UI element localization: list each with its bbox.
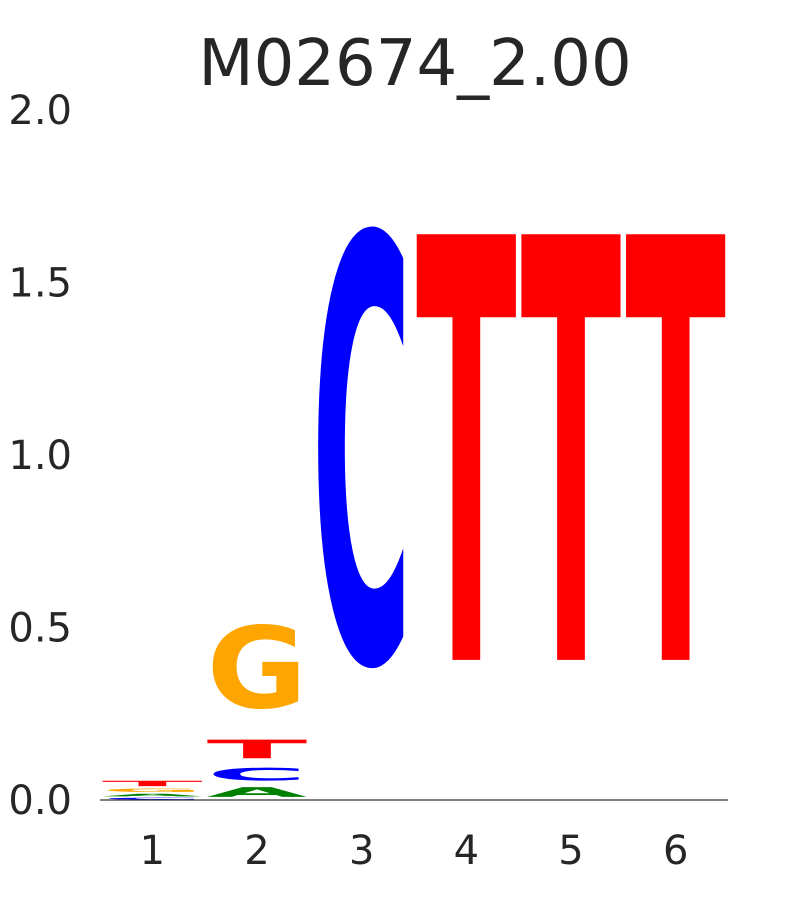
- y-tick-label: 1.0: [8, 433, 72, 479]
- logo-letter: T: [102, 779, 203, 788]
- chart-title: M02674_2.00: [198, 27, 631, 101]
- y-tick-label: 0.0: [8, 778, 72, 824]
- y-tick-label: 0.5: [8, 606, 72, 652]
- x-tick-label: 5: [558, 828, 583, 874]
- logo-letter: T: [521, 120, 622, 799]
- y-tick-label: 2.0: [8, 88, 72, 134]
- x-tick-label: 2: [244, 828, 269, 874]
- x-tick-label: 6: [663, 828, 688, 874]
- logo-letter: T: [625, 120, 726, 799]
- logo-letter: T: [207, 735, 308, 765]
- logo-letter: G: [207, 604, 308, 735]
- logo-letter: C: [102, 797, 203, 800]
- x-tick-label: 3: [349, 828, 374, 874]
- y-tick-label: 1.5: [8, 261, 72, 307]
- logo-letter: A: [102, 793, 203, 797]
- logo-letter: T: [416, 120, 517, 799]
- x-tick-label: 4: [454, 828, 479, 874]
- logo-letter: G: [102, 788, 203, 793]
- logo-letter: A: [207, 784, 308, 800]
- x-tick-label: 1: [140, 828, 165, 874]
- logo-letter: C: [311, 119, 412, 799]
- logo-letter: C: [207, 765, 308, 785]
